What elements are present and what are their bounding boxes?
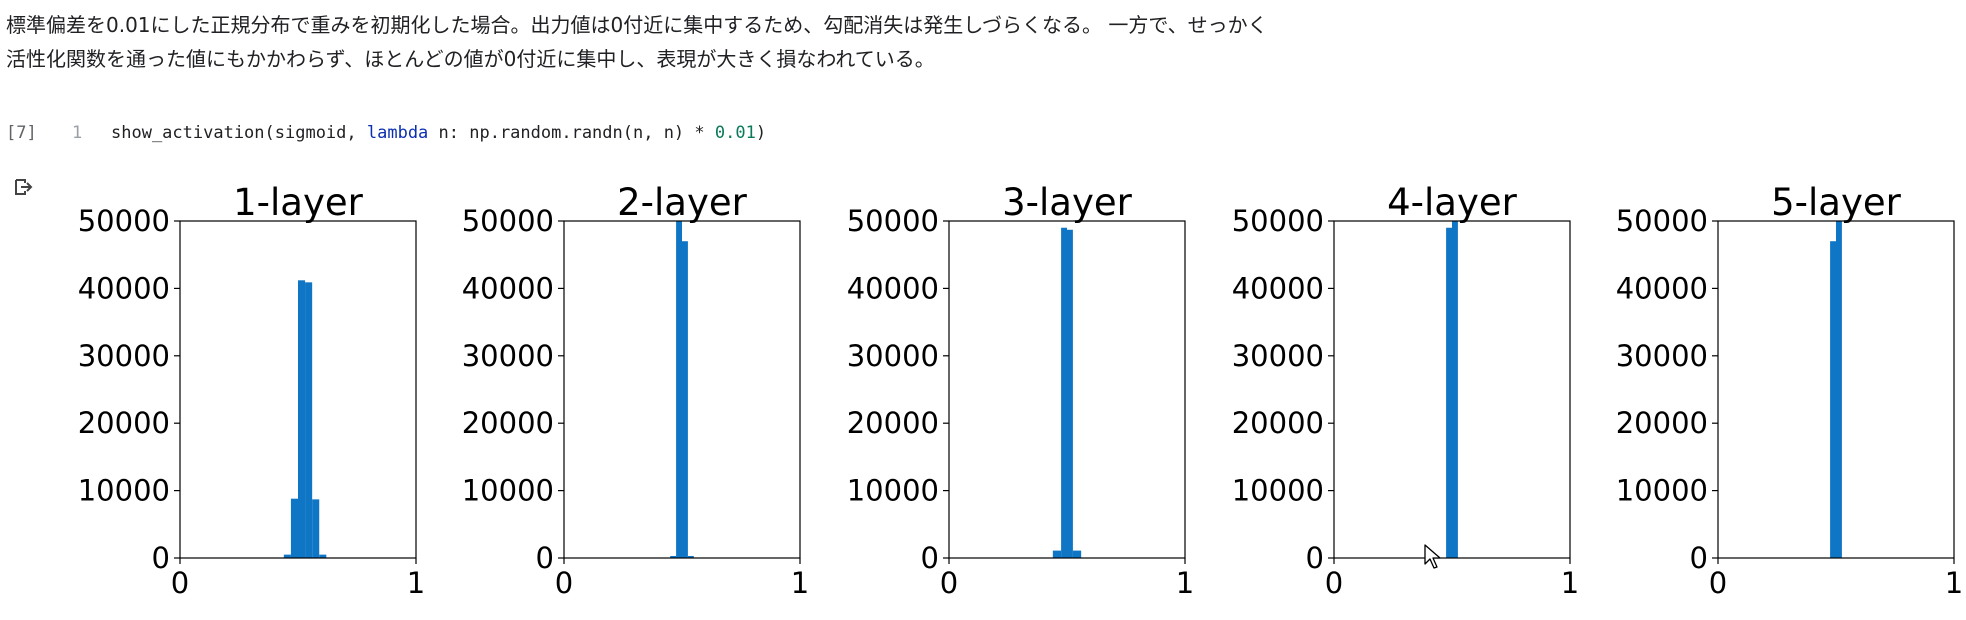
code-function-call: show_activation(sigmoid, — [111, 123, 367, 143]
x-tick-label: 0 — [1325, 566, 1343, 600]
histogram-4: 4-layer 0 10000 20000 30000 40000 50000 0 1 — [1232, 181, 1579, 600]
y-tick-label: 50000 — [462, 204, 554, 238]
x-tick-label: 1 — [1561, 566, 1579, 600]
y-tick-label: 40000 — [1232, 271, 1324, 305]
y-tick-label: 20000 — [462, 406, 554, 440]
y-tick-label: 30000 — [1616, 339, 1708, 373]
histogram-bar — [1452, 221, 1458, 558]
y-tick-label: 0 — [536, 541, 554, 575]
y-tick-label: 20000 — [1232, 406, 1324, 440]
axes-frame — [563, 220, 801, 559]
histogram-bar — [305, 282, 313, 558]
mouse-cursor-icon — [1424, 544, 1441, 569]
code-number: 0.01 — [714, 123, 756, 143]
y-tick-label: 0 — [152, 541, 170, 575]
histogram-bar — [676, 221, 682, 558]
axes-frame — [179, 220, 417, 559]
histogram-bar — [1446, 227, 1452, 559]
code-cell[interactable]: [7] 1 show_activation(sigmoid, lambda n:… — [6, 118, 1906, 148]
line-number: 1 — [72, 123, 83, 143]
x-tick-label: 1 — [1176, 566, 1194, 600]
histogram-bar — [1830, 241, 1836, 558]
markdown-line-2: 活性化関数を通った値にもかかわらず、ほとんどの値が0付近に集中し、表現が大きく損… — [6, 47, 935, 71]
y-tick-label: 10000 — [1616, 474, 1708, 508]
chart-title: 2-layer — [617, 181, 748, 224]
axes-frame — [1333, 220, 1571, 559]
y-tick-label: 40000 — [847, 271, 939, 305]
y-tick-label: 50000 — [847, 204, 939, 238]
histogram-bar — [298, 280, 306, 558]
y-tick-label: 10000 — [1232, 474, 1324, 508]
histogram-bar — [1052, 550, 1062, 558]
histogram-bar — [687, 555, 694, 558]
y-tick-label: 30000 — [1232, 339, 1324, 373]
y-tick-label: 0 — [1306, 541, 1324, 575]
y-tick-label: 0 — [921, 541, 939, 575]
x-tick-label: 0 — [171, 566, 189, 600]
markdown-line-1: 標準偏差を0.01にした正規分布で重みを初期化した場合。出力値は0付近に集中する… — [6, 13, 1268, 37]
y-tick-label: 50000 — [1232, 204, 1324, 238]
y-tick-label: 30000 — [78, 339, 170, 373]
output-redirect-icon[interactable] — [12, 176, 34, 198]
histogram-bar — [1836, 221, 1842, 558]
histogram-2: 2-layer 0 10000 20000 30000 40000 50000 0 1 — [462, 181, 809, 600]
histogram-bar — [1067, 229, 1073, 558]
y-tick-label: 20000 — [1616, 406, 1708, 440]
y-tick-label: 30000 — [847, 339, 939, 373]
y-tick-label: 10000 — [847, 474, 939, 508]
y-tick-label: 10000 — [78, 474, 170, 508]
y-tick-label: 40000 — [462, 271, 554, 305]
y-tick-label: 0 — [1690, 541, 1708, 575]
y-tick-label: 50000 — [78, 204, 170, 238]
y-tick-label: 40000 — [78, 271, 170, 305]
x-tick-label: 1 — [791, 566, 809, 600]
code-keyword: lambda — [366, 123, 429, 143]
histogram-5: 5-layer 0 10000 20000 30000 40000 50000 0 1 — [1616, 181, 1963, 600]
histogram-bar — [670, 555, 677, 558]
chart-title: 1-layer — [233, 181, 364, 224]
histogram-bar — [1072, 550, 1082, 558]
x-tick-label: 1 — [1945, 566, 1963, 600]
chart-title: 4-layer — [1387, 181, 1518, 224]
histogram-bar — [319, 554, 327, 558]
markdown-cell: 標準偏差を0.01にした正規分布で重みを初期化した場合。出力値は0付近に集中する… — [6, 8, 1906, 76]
chart-title: 5-layer — [1771, 181, 1902, 224]
axes-frame — [1717, 220, 1955, 559]
histogram-1: 1-layer 0 10000 20000 30000 40000 50000 0 1 — [78, 181, 425, 600]
code-expression: n: np.random.randn(n, n) * — [428, 123, 715, 143]
y-tick-label: 10000 — [462, 474, 554, 508]
y-tick-label: 50000 — [1616, 204, 1708, 238]
axes-frame — [948, 220, 1186, 559]
histogram-bar — [283, 554, 291, 558]
execution-count[interactable]: [7] — [6, 123, 37, 143]
histogram-3: 3-layer 0 10000 20000 30000 40000 50000 0 1 — [847, 181, 1194, 600]
y-tick-label: 20000 — [78, 406, 170, 440]
histogram-bar — [290, 498, 298, 558]
x-tick-label: 1 — [407, 566, 425, 600]
code-close-paren: ) — [755, 123, 767, 143]
histogram-bar — [682, 241, 688, 558]
y-tick-label: 40000 — [1616, 271, 1708, 305]
chart-title: 3-layer — [1002, 181, 1133, 224]
x-tick-label: 0 — [555, 566, 573, 600]
y-tick-label: 20000 — [847, 406, 939, 440]
histogram-bar — [1061, 227, 1067, 559]
histogram-bar — [312, 499, 320, 558]
code-line[interactable]: show_activation(sigmoid, lambda n: np.ra… — [111, 118, 766, 148]
y-tick-label: 30000 — [462, 339, 554, 373]
x-tick-label: 0 — [940, 566, 958, 600]
x-tick-label: 0 — [1709, 566, 1727, 600]
